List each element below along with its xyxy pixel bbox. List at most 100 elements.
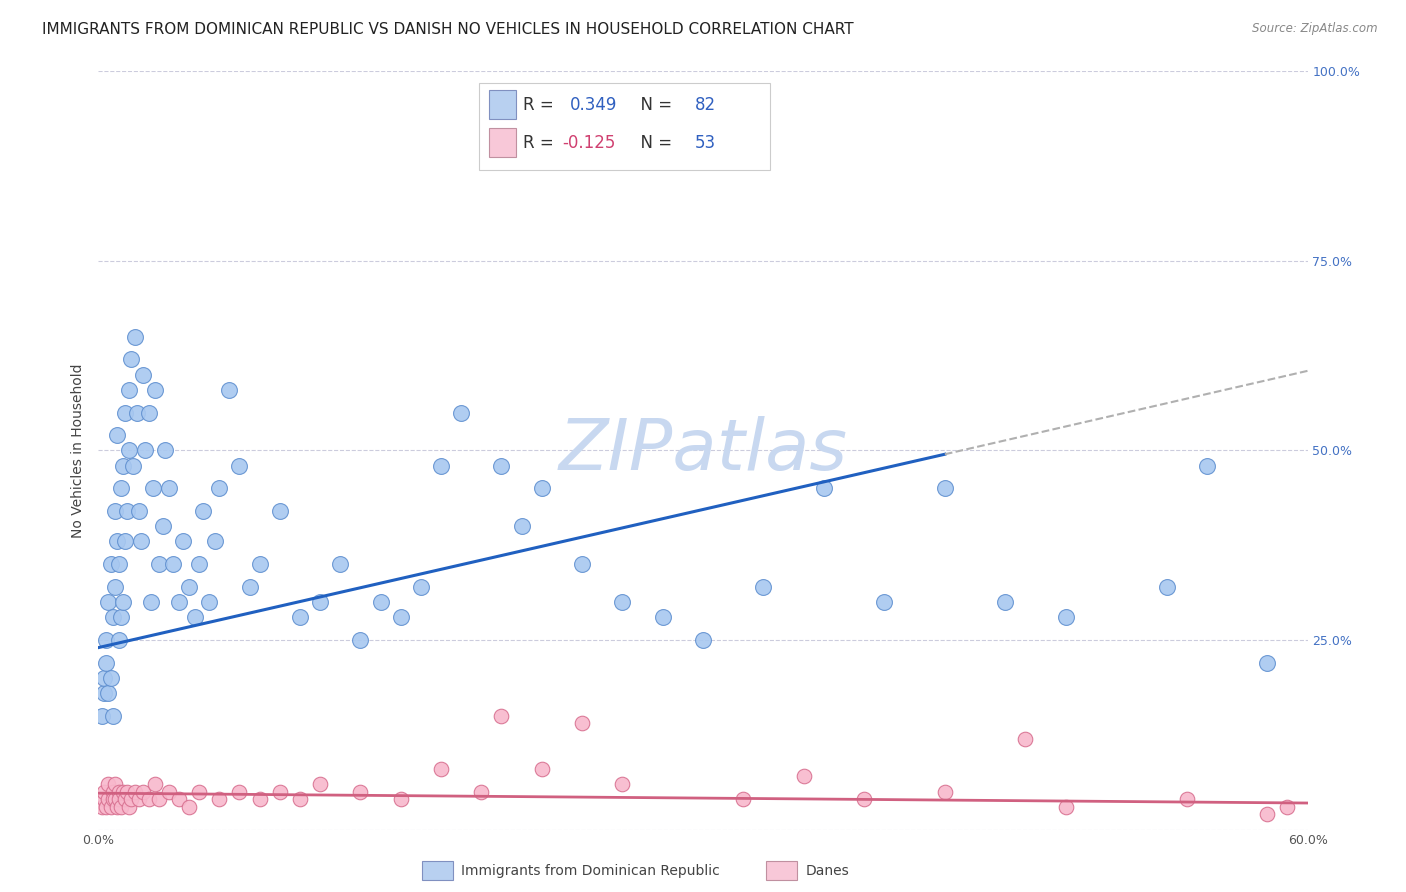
Point — [125, 405, 148, 420]
Point — [93, 686, 115, 700]
Point — [179, 800, 201, 814]
Point — [120, 352, 142, 367]
Point — [430, 762, 453, 776]
Point — [430, 458, 453, 473]
Point — [329, 557, 352, 572]
Point — [103, 580, 125, 594]
Point — [249, 792, 271, 806]
Point — [409, 580, 432, 594]
Point — [1256, 656, 1278, 670]
Point — [100, 557, 122, 572]
Point — [103, 504, 125, 518]
Point — [107, 792, 129, 806]
Text: N =: N = — [630, 96, 678, 114]
Point — [188, 785, 211, 799]
Point — [239, 580, 262, 594]
Point — [101, 792, 124, 806]
Point — [132, 368, 155, 382]
Text: Immigrants from Dominican Republic: Immigrants from Dominican Republic — [461, 863, 720, 878]
Point — [1054, 800, 1077, 814]
Text: R =: R = — [523, 96, 558, 114]
Point — [132, 785, 155, 799]
Point — [103, 777, 125, 791]
Point — [309, 777, 332, 791]
Point — [115, 785, 138, 799]
Point — [873, 595, 896, 609]
Point — [934, 482, 956, 496]
Point — [651, 610, 673, 624]
Point — [228, 458, 250, 473]
Point — [111, 458, 134, 473]
Point — [96, 633, 118, 648]
Point — [813, 482, 835, 496]
Point — [793, 769, 815, 784]
Text: R =: R = — [523, 135, 558, 153]
Point — [143, 383, 166, 397]
Point — [470, 785, 492, 799]
FancyBboxPatch shape — [489, 128, 516, 157]
Point — [101, 708, 124, 723]
Point — [198, 595, 221, 609]
Point — [157, 785, 180, 799]
Point — [100, 671, 122, 685]
Point — [91, 800, 114, 814]
Point — [193, 504, 215, 518]
Point — [733, 792, 755, 806]
Point — [349, 633, 371, 648]
Point — [204, 534, 226, 549]
Point — [96, 656, 118, 670]
Text: ZIPatlas: ZIPatlas — [558, 416, 848, 485]
Point — [93, 671, 115, 685]
Point — [111, 785, 134, 799]
Point — [115, 504, 138, 518]
Point — [93, 792, 115, 806]
Point — [269, 504, 291, 518]
Point — [162, 557, 184, 572]
Point — [309, 595, 332, 609]
FancyBboxPatch shape — [479, 83, 769, 170]
Point — [530, 482, 553, 496]
Point — [1156, 580, 1178, 594]
Point — [450, 405, 472, 420]
Point — [530, 762, 553, 776]
Text: 82: 82 — [695, 96, 716, 114]
Point — [1014, 731, 1036, 746]
Point — [1256, 807, 1278, 822]
Y-axis label: No Vehicles in Household: No Vehicles in Household — [72, 363, 86, 538]
Point — [110, 482, 132, 496]
Point — [1277, 800, 1299, 814]
Point — [101, 610, 124, 624]
Point — [121, 458, 143, 473]
Point — [110, 610, 132, 624]
Point — [142, 482, 165, 496]
Point — [288, 792, 311, 806]
Point — [114, 534, 136, 549]
Point — [143, 777, 166, 791]
Point — [128, 792, 150, 806]
Text: IMMIGRANTS FROM DOMINICAN REPUBLIC VS DANISH NO VEHICLES IN HOUSEHOLD CORRELATIO: IMMIGRANTS FROM DOMINICAN REPUBLIC VS DA… — [42, 22, 853, 37]
Point — [114, 792, 136, 806]
Point — [184, 610, 207, 624]
Point — [105, 800, 128, 814]
FancyBboxPatch shape — [489, 90, 516, 120]
Point — [349, 785, 371, 799]
Point — [208, 482, 231, 496]
Point — [120, 792, 142, 806]
Point — [208, 792, 231, 806]
Text: 0.349: 0.349 — [569, 96, 617, 114]
Point — [114, 405, 136, 420]
Text: -0.125: -0.125 — [562, 135, 616, 153]
Point — [491, 458, 513, 473]
Point — [571, 557, 593, 572]
Point — [934, 785, 956, 799]
Point — [110, 800, 132, 814]
Point — [100, 800, 122, 814]
Point — [107, 557, 129, 572]
Point — [129, 534, 152, 549]
Point — [107, 785, 129, 799]
Point — [97, 595, 120, 609]
Point — [111, 595, 134, 609]
Point — [139, 595, 162, 609]
Point — [97, 686, 120, 700]
Point — [153, 443, 176, 458]
